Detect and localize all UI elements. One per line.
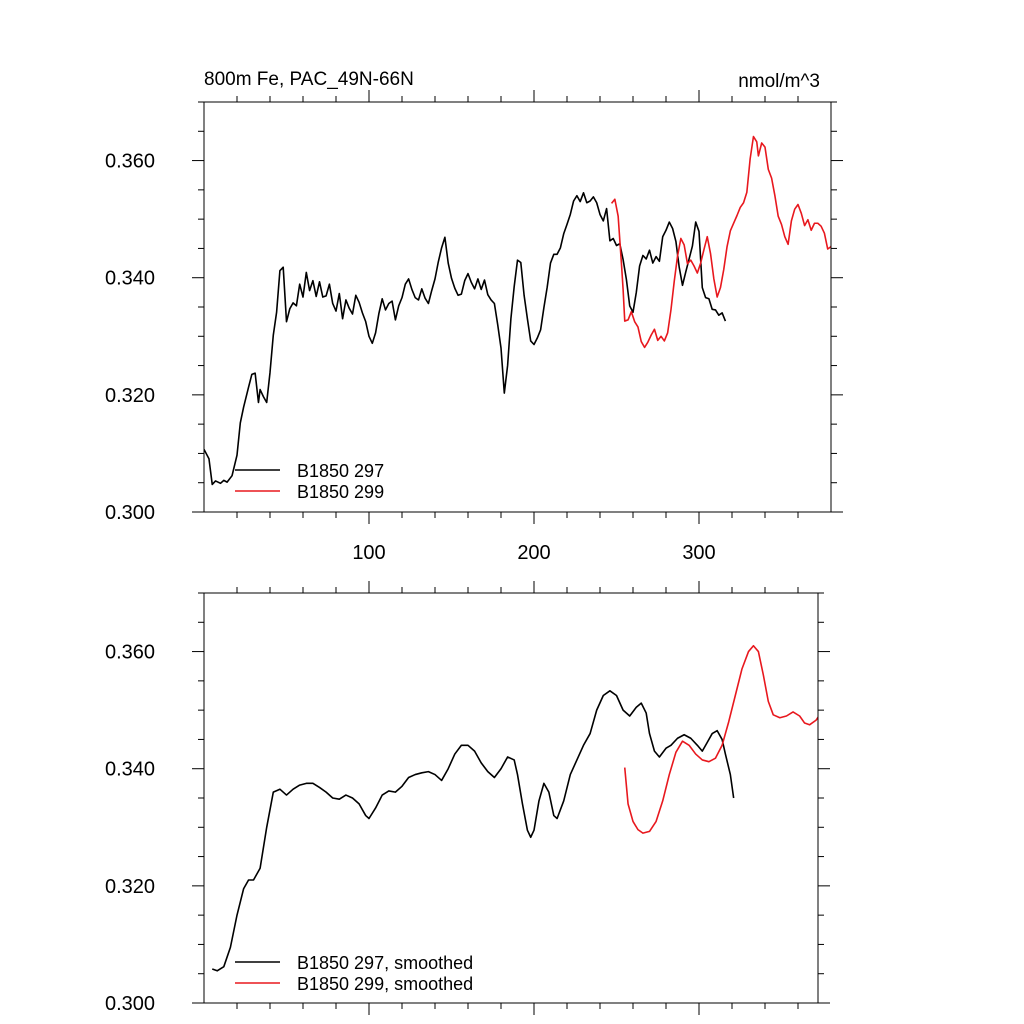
bottom-y-tick-label-0-320: 0.320 [105, 876, 155, 898]
bottom-panel-ticks [192, 581, 830, 1015]
bottom-panel-chart: 0.300 0.320 0.340 0.360 B1850 297, smoothed… [105, 581, 830, 1015]
top-x-tick-label-300: 300 [682, 542, 715, 564]
bottom-y-tick-label-0-300: 0.300 [105, 993, 155, 1015]
bottom-panel-series [211, 644, 818, 972]
top-panel-legend: B1850 297 B1850 299 [235, 461, 384, 502]
legend-label-b1850-299: B1850 299 [297, 482, 384, 502]
legend-label-b1850-299-smoothed: B1850 299, smoothed [297, 974, 473, 994]
top-panel-chart: 0.300 0.320 0.340 0.360 100 200 300 800m Fe, P… [105, 69, 843, 564]
top-y-tick-label-0-320: 0.320 [105, 385, 155, 407]
bottom-y-tick-label-0-340: 0.340 [105, 759, 155, 781]
legend-label-b1850-297: B1850 297 [297, 461, 384, 481]
bottom-series-line-1 [623, 644, 818, 834]
top-series-line-1 [610, 135, 831, 349]
bottom-panel-tick-labels: 0.300 0.320 0.340 0.360 [105, 642, 155, 1015]
top-x-tick-label-200: 200 [517, 542, 550, 564]
top-panel-ticks [192, 90, 843, 524]
legend-label-b1850-297-smoothed: B1850 297, smoothed [297, 953, 473, 973]
bottom-y-tick-label-0-360: 0.360 [105, 642, 155, 664]
top-panel-title: 800m Fe, PAC_49N-66N [204, 69, 414, 90]
bottom-panel-legend: B1850 297, smoothed B1850 299, smoothed [235, 953, 473, 994]
top-panel-series [204, 135, 831, 486]
top-y-tick-label-0-300: 0.300 [105, 502, 155, 524]
top-panel-tick-labels: 0.300 0.320 0.340 0.360 100 200 300 [105, 151, 716, 564]
top-y-tick-label-0-340: 0.340 [105, 268, 155, 290]
top-panel-units: nmol/m^3 [738, 71, 820, 92]
top-x-tick-label-100: 100 [352, 542, 385, 564]
top-series-line-0 [204, 191, 727, 486]
top-y-tick-label-0-360: 0.360 [105, 151, 155, 173]
bottom-series-line-0 [211, 690, 735, 972]
